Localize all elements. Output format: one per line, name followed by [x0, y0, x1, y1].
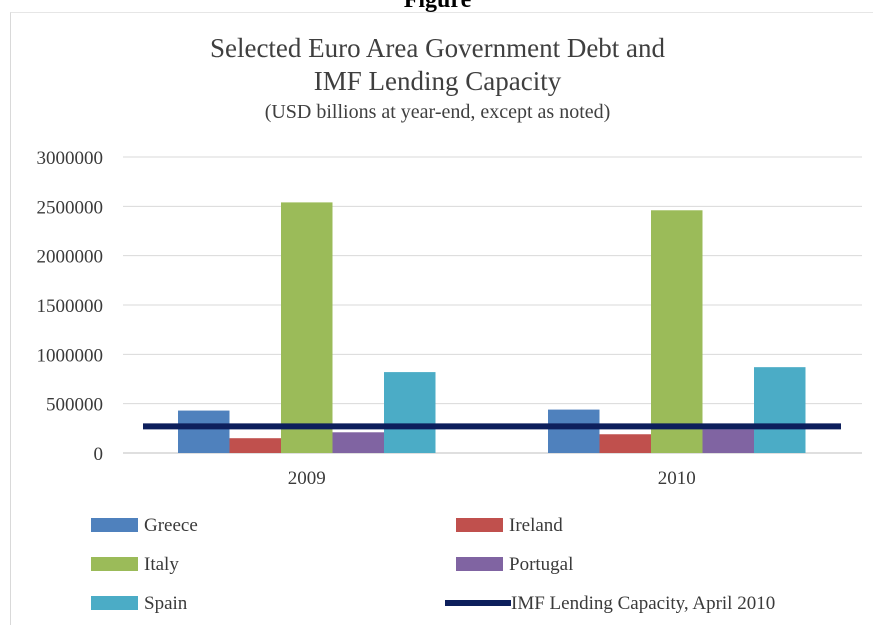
legend-label-italy: Italy [144, 554, 179, 575]
legend-label-spain: Spain [144, 593, 188, 614]
bar-greece-2010 [548, 409, 600, 453]
bar-italy-2009 [281, 202, 333, 453]
legend-label-ireland: Ireland [509, 515, 563, 536]
chart-title-line-2: IMF Lending Capacity [313, 66, 562, 96]
bar-portugal-2010 [702, 429, 754, 453]
y-tick-label: 0 [94, 444, 104, 465]
bar-spain-2009 [384, 372, 436, 453]
chart-subtitle: (USD billions at year-end, except as not… [264, 101, 611, 123]
legend-swatch-spain [91, 596, 138, 610]
x-tick-label: 2009 [288, 468, 326, 489]
y-tick-label: 1500000 [37, 296, 104, 317]
legend-label-imf-lending-capacity: IMF Lending Capacity, April 2010 [511, 593, 775, 614]
bar-greece-2009 [178, 410, 230, 453]
legend-swatch-ireland [456, 518, 503, 532]
legend-label-greece: Greece [144, 515, 198, 536]
y-tick-label: 3000000 [37, 148, 104, 169]
bar-ireland-2010 [599, 434, 651, 453]
y-tick-label: 2500000 [37, 197, 104, 218]
legend-label-portugal: Portugal [509, 554, 573, 575]
chart-frame [10, 12, 873, 625]
page-heading: Figure [403, 0, 472, 13]
bar-portugal-2009 [332, 432, 384, 453]
bar-spain-2010 [754, 367, 806, 453]
bar-ireland-2009 [229, 438, 281, 453]
chart-title-line-1: Selected Euro Area Government Debt and [209, 33, 666, 63]
y-tick-label: 500000 [46, 395, 103, 416]
x-tick-label: 2010 [658, 468, 696, 489]
bar-italy-2010 [651, 210, 703, 453]
y-tick-label: 2000000 [37, 247, 104, 268]
legend-swatch-portugal [456, 557, 503, 571]
legend-swatch-greece [91, 518, 138, 532]
legend-swatch-italy [91, 557, 138, 571]
y-tick-label: 1000000 [37, 345, 104, 366]
